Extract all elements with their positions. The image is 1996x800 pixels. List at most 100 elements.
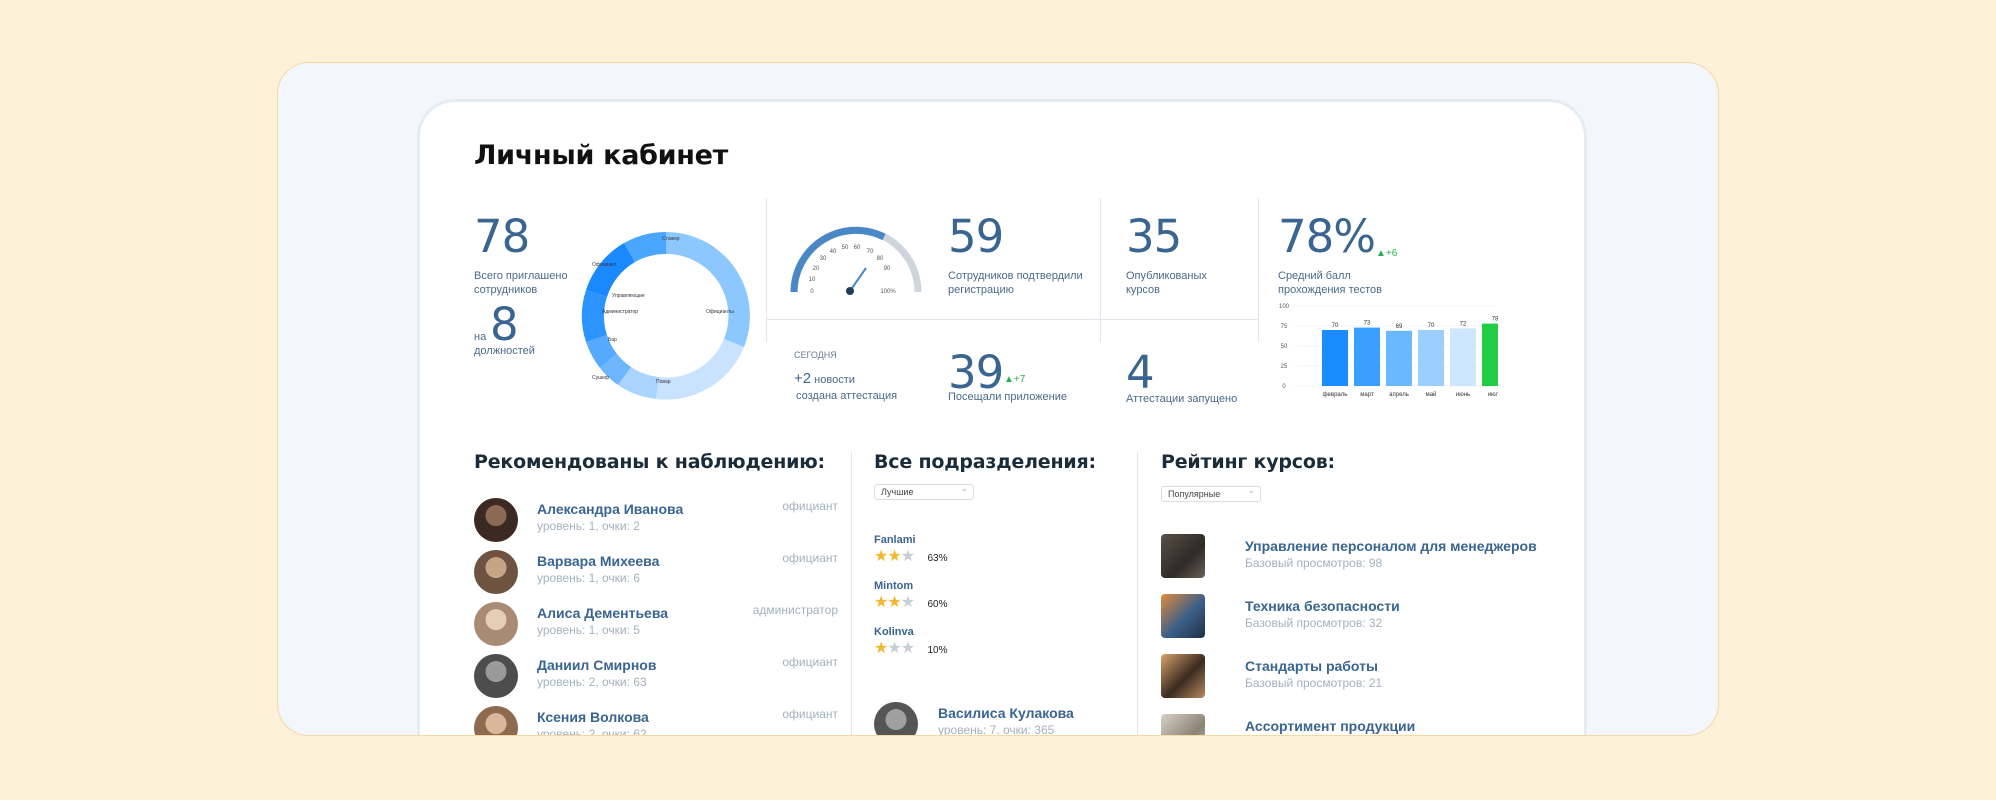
avatar (474, 498, 518, 542)
donut-label: Бар (608, 337, 617, 343)
divider (1100, 198, 1101, 342)
courses-filter-select[interactable]: Популярные (1161, 485, 1261, 502)
gauge-tick: 70 (867, 249, 874, 255)
x-tick-label: февраль (1323, 392, 1348, 398)
bar-value-label: 69 (1396, 324, 1403, 330)
donut-slice (656, 339, 744, 400)
course-item[interactable]: Техника безопасности Базовый просмотров:… (1161, 594, 1561, 638)
gauge-tick: 80 (877, 256, 884, 262)
gauge-tick: 20 (813, 266, 820, 272)
score-value: 78% (1278, 210, 1376, 263)
visits-label: Посещали приложение (948, 391, 1067, 403)
list-item[interactable]: Василиса Кулакова уровень: 7, очки: 365 (874, 702, 1114, 736)
rating-stars: ★★★ 10% (874, 640, 948, 657)
person-stats: уровень: 2, очки: 62 (537, 727, 647, 736)
rating-stars: ★★★ 63% (874, 548, 948, 565)
person-role: официант (782, 655, 838, 669)
course-item[interactable]: Ассортимент продукции (1161, 714, 1561, 735)
visits-delta: ▲+7 (1004, 374, 1026, 385)
invited-count: 78 (474, 210, 530, 263)
confirmed-label: Сотрудников подтвердили регистрацию (948, 270, 1083, 296)
person-name: Алиса Дементьева (537, 605, 669, 621)
departments-filter-select[interactable]: Лучшие (874, 483, 974, 500)
gauge-tick: 90 (884, 266, 891, 272)
department-item[interactable]: Kolinva ★★★ 10% (874, 626, 1024, 658)
donut-label: Администратор (602, 309, 638, 315)
gauge-tick: 10 (809, 277, 816, 283)
x-tick-label: май (1426, 391, 1437, 398)
courses-title: Рейтинг курсов: (1161, 451, 1335, 473)
course-thumbnail (1161, 654, 1205, 698)
bar-value-label: 72 (1460, 321, 1467, 327)
person-role: официант (782, 707, 838, 721)
departments-title: Все подразделения: (874, 451, 1096, 473)
news-line: +2 новости (794, 370, 855, 387)
dashboard-card: Личный кабинет 78 Всего приглашено сотру… (417, 99, 1587, 736)
monthly-score-bar-chart: 0 25 50 75 100 70 февраль 73 март 69 апрель 70 май 7… (1279, 304, 1498, 398)
gauge-tick: 40 (830, 249, 837, 255)
gauge-tick: 50 (842, 245, 849, 251)
donut-slice (581, 290, 607, 342)
avatar (874, 702, 918, 735)
list-item[interactable]: Варвара Михеева уровень: 1, очки: 6 офиц… (474, 550, 838, 596)
course-item[interactable]: Управление персоналом для менеджеров Баз… (1161, 534, 1561, 578)
gauge-tick: 30 (820, 256, 827, 262)
y-tick-label: 50 (1281, 344, 1288, 350)
department-item[interactable]: Mintom ★★★ 60% (874, 580, 1024, 612)
bar (1482, 323, 1498, 386)
person-name: Даниил Смирнов (537, 657, 657, 673)
department-name: Kolinva (874, 626, 914, 638)
list-item[interactable]: Александра Иванова уровень: 1, очки: 2 о… (474, 498, 838, 544)
x-tick-label: июнь (1456, 392, 1470, 398)
course-name: Управление персоналом для менеджеров (1245, 538, 1537, 554)
attestations-label: Аттестации запущено (1126, 393, 1238, 405)
donut-slice (666, 232, 750, 347)
positions-donut-chart: Стажер Официант Управляющие Администрато… (581, 231, 750, 400)
course-views: Базовый просмотров: 32 (1245, 616, 1383, 630)
score-delta: ▲+6 (1376, 248, 1398, 259)
gauge-tick: 0 (810, 289, 814, 295)
gauge-tick: 60 (854, 245, 861, 251)
bar (1386, 330, 1412, 386)
attestations-count: 4 (1126, 346, 1155, 399)
course-thumbnail (1161, 594, 1205, 638)
y-tick-label: 100 (1279, 304, 1290, 310)
divider (766, 319, 1258, 320)
y-tick-label: 25 (1281, 364, 1288, 370)
positions-count: 8 (490, 298, 519, 351)
course-name: Техника безопасности (1245, 598, 1400, 614)
course-item[interactable]: Стандарты работы Базовый просмотров: 21 (1161, 654, 1561, 698)
department-name: Mintom (874, 580, 914, 592)
avatar (474, 602, 518, 646)
bar-value-label: 70 (1332, 323, 1339, 329)
department-percent: 60% (927, 599, 948, 610)
rating-stars: ★★★ 60% (874, 594, 948, 611)
courses-label: Опубликованых курсов (1126, 270, 1207, 296)
bar-value-label: 70 (1428, 323, 1435, 329)
bar (1418, 330, 1444, 386)
gauge-tick: 100% (880, 289, 896, 295)
course-name: Ассортимент продукции (1245, 718, 1416, 734)
person-stats: уровень: 7, очки: 365 (938, 723, 1055, 736)
page-title: Личный кабинет (474, 140, 729, 171)
person-name: Василиса Кулакова (938, 705, 1074, 721)
department-item[interactable]: Fanlami ★★★ 63% (874, 534, 1024, 566)
list-item[interactable]: Ксения Волкова уровень: 2, очки: 62 офиц… (474, 706, 838, 736)
registration-gauge: 0 10 20 30 40 50 60 70 80 90 100% (790, 226, 922, 295)
donut-label: Сушеф (592, 375, 609, 381)
x-tick-label: июль (1488, 392, 1498, 398)
today-label: СЕГОДНЯ (794, 350, 837, 360)
donut-slice (618, 367, 659, 399)
score-label: Средний балл прохождения тестов (1278, 270, 1382, 296)
invited-label: Всего приглашено сотрудников (474, 270, 568, 296)
bar-value-label: 78 (1492, 317, 1498, 323)
list-item[interactable]: Даниил Смирнов уровень: 2, очки: 63 офиц… (474, 654, 838, 700)
course-name: Стандарты работы (1245, 658, 1378, 674)
list-item[interactable]: Алиса Дементьева уровень: 1, очки: 5 адм… (474, 602, 838, 648)
avatar (474, 654, 518, 698)
courses-count: 35 (1126, 210, 1182, 263)
y-tick-label: 0 (1282, 384, 1286, 390)
donut-slice (600, 354, 631, 385)
person-name: Варвара Михеева (537, 553, 660, 569)
divider (1258, 198, 1259, 342)
